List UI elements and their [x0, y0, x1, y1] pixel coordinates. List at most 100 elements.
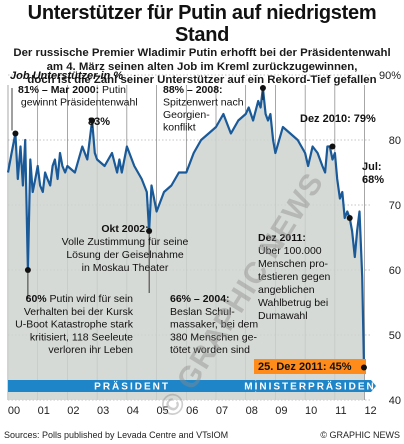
x-tick-label: 09 — [275, 405, 287, 417]
annotation-line: Volle Zustimmung für seine — [62, 236, 189, 248]
annotation-segment: Beslan Schul- — [170, 306, 235, 318]
annotation-2008: 88% – 2008: Spitzenwert nach Georgien-konf… — [163, 84, 244, 134]
annotation-dez-2010: Dez 2010: 79% — [300, 113, 376, 125]
annotation-segment: Putin wird für sein — [47, 293, 134, 305]
annotation-segment: angeblichen — [258, 284, 315, 296]
annotation-line: Dez 2010: 79% — [300, 113, 376, 125]
annotation-line: Spitzenwert nach — [163, 97, 244, 109]
annotation-line: 380 Menschen ge- — [170, 331, 257, 343]
source-note: Sources: Polls published by Levada Centr… — [4, 430, 229, 440]
annotation-segment: Verhalten bei der Kursk — [24, 306, 134, 318]
data-point-marker — [346, 215, 353, 221]
annotation-dez-2011: Dez 2011: Über 100.000 Menschen pro-testie… — [258, 232, 331, 322]
y-tick-label: 90% — [379, 70, 401, 82]
x-tick-label: 05 — [156, 405, 168, 417]
x-tick-label: 11 — [335, 405, 346, 417]
annotation-line: Georgien- — [163, 109, 210, 121]
data-point-marker — [146, 228, 153, 234]
annotation-line: 60% Putin wird für sein — [26, 293, 134, 305]
annotation-line: tötet worden sind — [170, 344, 250, 356]
annotation-line: Dez 2011: — [258, 232, 306, 244]
approval-line — [6, 86, 366, 368]
period-bands: PRÄSIDENT MINISTERPRÄSIDENT — [8, 380, 384, 393]
data-point-marker — [329, 143, 336, 150]
annotation-line: Beslan Schul- — [170, 306, 235, 318]
annotation-segment: 60% — [26, 293, 48, 305]
axes: 40 50 60 70 80 90% Job Unterstützer in % 00 01 02… — [8, 70, 401, 417]
annotation-beslan: 66% – 2004: Beslan Schul-massaker, bei de… — [170, 293, 258, 356]
annotation-segment: Dumawahl — [258, 310, 308, 322]
annotation-segment: gewinnt Präsidentenwahl — [18, 97, 138, 109]
annotation-line: Über 100.000 — [258, 245, 322, 257]
annotation-segment: 88% – 2008: — [163, 84, 223, 96]
plot-area — [6, 86, 366, 400]
annotation-line: massaker, bei dem — [170, 319, 258, 331]
annotation-segment: Wahlbetrug bei — [258, 297, 328, 309]
x-tick-label: 04 — [127, 405, 139, 417]
x-tick-label: 00 — [8, 405, 20, 417]
x-tick-label: 07 — [216, 405, 228, 417]
annotation-line: Wahlbetrug bei — [258, 297, 328, 309]
period-band-label: MINISTERPRÄSIDENT — [244, 380, 384, 393]
annotation-line: Verhalten bei der Kursk — [24, 306, 134, 318]
annotation-kursk: 60% Putin wird für sein Verhalten bei der… — [15, 293, 134, 356]
annotation-line: 81% – Mar 2000: Putin — [18, 84, 126, 96]
annotation-segment: U-Boot Katastrophe stark — [15, 319, 134, 331]
x-tick-label: 01 — [38, 405, 50, 417]
annotation-line: gewinnt Präsidentenwahl — [18, 97, 138, 109]
x-tick-label: 10 — [305, 405, 317, 417]
x-tick-label: 03 — [97, 405, 109, 417]
annotation-segment: verloren ihr Leben — [48, 344, 133, 356]
annotation-segment: Putin — [99, 84, 126, 96]
annotation-segment: massaker, bei dem — [170, 319, 258, 331]
annotation-line: konflikt — [163, 122, 196, 134]
annotation-segment: Okt 2002: — [101, 223, 148, 235]
annotation-line: angeblichen — [258, 284, 315, 296]
annotation-segment: Lösung der Geiselnahme — [66, 249, 183, 261]
annotation-segment: kritisiert, 118 Seeleute — [30, 331, 133, 343]
annotation-segment: Spitzenwert nach — [163, 97, 244, 109]
x-tick-label: 12 — [364, 405, 376, 417]
annotation-segment: Über 100.000 — [258, 245, 322, 257]
annotation-line: Jul: — [362, 161, 382, 173]
annotation-line: testieren gegen — [258, 271, 331, 283]
annotation-line: kritisiert, 118 Seeleute — [30, 331, 133, 343]
annotation-segment: 25. Dez 2011: 45% — [258, 361, 352, 373]
subtitle-line: Der russische Premier Wladimir Putin erh… — [13, 47, 391, 59]
annotation-segment: 81% – Mar 2000: — [18, 84, 99, 96]
period-band-arrow — [371, 380, 376, 392]
annotation-segment: Dez 2010: 79% — [300, 113, 376, 125]
annotation-line: in Moskau Theater — [82, 262, 169, 274]
y-tick-label: 60 — [389, 265, 401, 277]
y-tick-label: 70 — [389, 200, 401, 212]
data-point-marker — [24, 267, 31, 273]
annotation-segment: in Moskau Theater — [82, 262, 169, 274]
annotation-line: verloren ihr Leben — [48, 344, 133, 356]
annotation-line: Dumawahl — [258, 310, 308, 322]
data-point-marker — [259, 85, 266, 91]
annotation-jul-2011: Jul: 68% — [362, 161, 384, 186]
data-point-marker — [12, 130, 19, 137]
annotation-line: 25. Dez 2011: 45% — [258, 361, 352, 373]
copyright-note: © GRAPHIC NEWS — [320, 430, 400, 440]
annotation-segment: 66% – 2004: — [170, 293, 230, 305]
period-band — [256, 380, 371, 392]
annotation-segment: Jul: — [362, 161, 382, 173]
chart-svg: PRÄSIDENT MINISTERPRÄSIDENT 40 50 60 70 80 90%… — [6, 70, 401, 423]
highlight-box — [254, 359, 366, 374]
period-band-label: PRÄSIDENT — [94, 380, 170, 393]
chart-subtitle: Der russische Premier Wladimir Putin erh… — [0, 47, 404, 88]
y-tick-label: 50 — [389, 330, 401, 342]
annotation-line: 68% — [362, 174, 384, 186]
data-point-marker — [360, 364, 367, 371]
annotation-line: Menschen pro- — [258, 258, 329, 270]
annotation-segment: 68% — [362, 174, 384, 186]
annotation-okt-2002: Okt 2002: Volle Zustimmung für seine Lösun… — [62, 223, 189, 274]
subtitle-line: doch ist die Zahl seiner Unterstützer au… — [27, 74, 377, 86]
annotations: 81% – Mar 2000: Putin gewinnt Präsidente… — [11, 84, 384, 374]
x-tick-label: 08 — [246, 405, 258, 417]
approval-area — [8, 88, 364, 400]
period-band — [8, 380, 256, 392]
chart-title: Unterstützer für Putin auf niedrigstem S… — [27, 2, 377, 46]
annotation-mar-2000: 81% – Mar 2000: Putin gewinnt Präsidente… — [18, 84, 138, 109]
